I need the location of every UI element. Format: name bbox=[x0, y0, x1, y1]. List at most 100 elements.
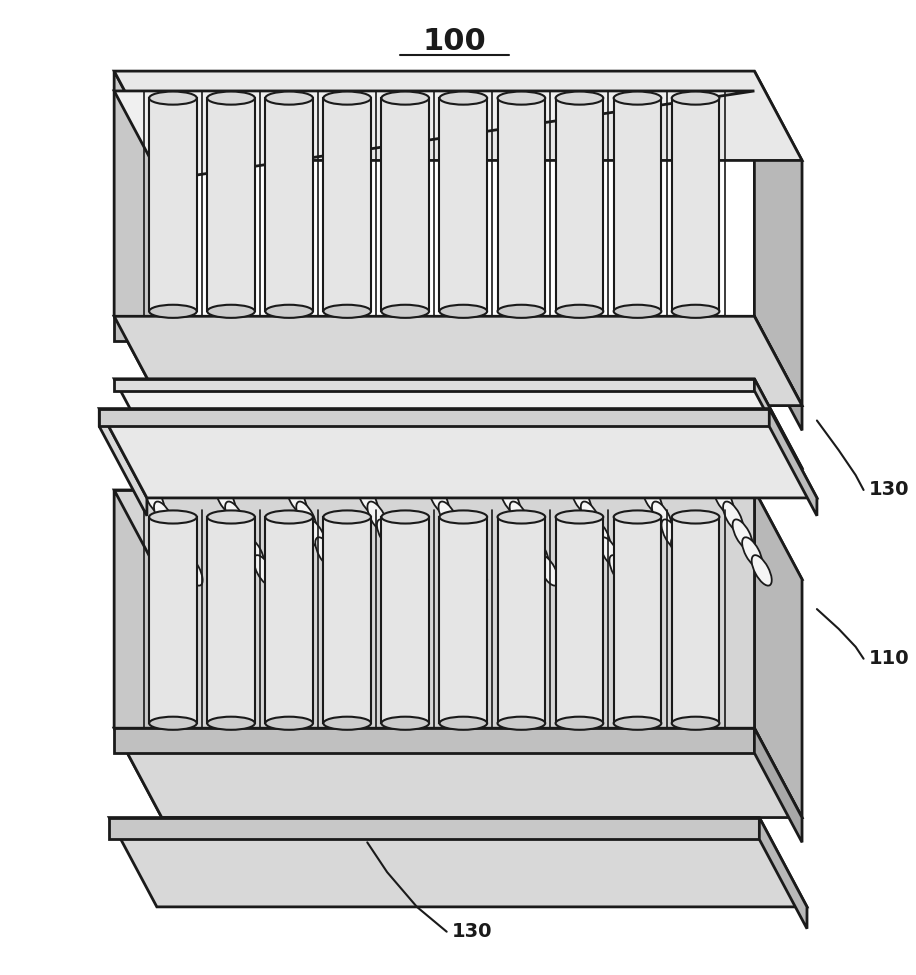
Ellipse shape bbox=[387, 537, 407, 567]
Polygon shape bbox=[381, 98, 429, 311]
Polygon shape bbox=[109, 818, 807, 907]
Ellipse shape bbox=[671, 537, 691, 567]
Ellipse shape bbox=[614, 717, 661, 730]
Polygon shape bbox=[114, 490, 802, 579]
Polygon shape bbox=[614, 517, 661, 723]
Polygon shape bbox=[114, 91, 755, 180]
Ellipse shape bbox=[497, 717, 545, 730]
Polygon shape bbox=[114, 379, 755, 391]
Ellipse shape bbox=[440, 511, 487, 524]
Ellipse shape bbox=[458, 537, 477, 567]
Ellipse shape bbox=[396, 555, 416, 586]
Ellipse shape bbox=[439, 501, 459, 532]
Ellipse shape bbox=[500, 484, 520, 514]
Ellipse shape bbox=[358, 484, 378, 514]
Ellipse shape bbox=[742, 537, 762, 567]
Ellipse shape bbox=[154, 501, 174, 532]
Polygon shape bbox=[99, 409, 769, 426]
Polygon shape bbox=[759, 818, 807, 929]
Polygon shape bbox=[114, 728, 802, 818]
Ellipse shape bbox=[572, 484, 592, 514]
Ellipse shape bbox=[323, 511, 371, 524]
Polygon shape bbox=[99, 409, 817, 498]
Ellipse shape bbox=[234, 520, 255, 550]
Ellipse shape bbox=[714, 484, 734, 514]
Ellipse shape bbox=[614, 511, 661, 524]
Polygon shape bbox=[769, 409, 817, 516]
Polygon shape bbox=[114, 490, 162, 818]
Polygon shape bbox=[755, 379, 802, 480]
Ellipse shape bbox=[681, 555, 701, 586]
Ellipse shape bbox=[315, 537, 335, 567]
Ellipse shape bbox=[440, 717, 487, 730]
Polygon shape bbox=[556, 517, 604, 723]
Ellipse shape bbox=[723, 501, 743, 532]
Ellipse shape bbox=[556, 92, 604, 104]
Ellipse shape bbox=[149, 511, 197, 524]
Polygon shape bbox=[149, 98, 197, 311]
Ellipse shape bbox=[600, 537, 620, 567]
Ellipse shape bbox=[381, 717, 429, 730]
Ellipse shape bbox=[306, 520, 326, 550]
Ellipse shape bbox=[225, 501, 245, 532]
Ellipse shape bbox=[429, 484, 449, 514]
Ellipse shape bbox=[509, 501, 529, 532]
Polygon shape bbox=[114, 379, 802, 468]
Polygon shape bbox=[114, 71, 162, 406]
Ellipse shape bbox=[381, 92, 429, 104]
Ellipse shape bbox=[381, 511, 429, 524]
Ellipse shape bbox=[207, 305, 255, 318]
Ellipse shape bbox=[325, 555, 345, 586]
Ellipse shape bbox=[581, 501, 601, 532]
Ellipse shape bbox=[215, 484, 235, 514]
Polygon shape bbox=[109, 818, 759, 839]
Ellipse shape bbox=[614, 305, 661, 318]
Ellipse shape bbox=[671, 717, 719, 730]
Ellipse shape bbox=[590, 520, 610, 550]
Ellipse shape bbox=[381, 305, 429, 318]
Polygon shape bbox=[556, 98, 604, 311]
Ellipse shape bbox=[287, 484, 307, 514]
Ellipse shape bbox=[149, 92, 197, 104]
Ellipse shape bbox=[207, 92, 255, 104]
Polygon shape bbox=[497, 98, 545, 311]
Ellipse shape bbox=[266, 305, 313, 318]
Ellipse shape bbox=[671, 305, 719, 318]
Ellipse shape bbox=[497, 92, 545, 104]
Polygon shape bbox=[114, 728, 755, 753]
Ellipse shape bbox=[323, 717, 371, 730]
Ellipse shape bbox=[164, 520, 183, 550]
Polygon shape bbox=[755, 71, 802, 406]
Ellipse shape bbox=[440, 305, 487, 318]
Polygon shape bbox=[440, 98, 487, 311]
Polygon shape bbox=[497, 517, 545, 723]
Polygon shape bbox=[323, 98, 371, 311]
Ellipse shape bbox=[652, 501, 672, 532]
Ellipse shape bbox=[440, 92, 487, 104]
Ellipse shape bbox=[266, 511, 313, 524]
Ellipse shape bbox=[671, 511, 719, 524]
Polygon shape bbox=[440, 517, 487, 723]
Ellipse shape bbox=[556, 717, 604, 730]
Text: 130: 130 bbox=[452, 922, 492, 941]
Ellipse shape bbox=[733, 520, 753, 550]
Ellipse shape bbox=[149, 305, 197, 318]
Ellipse shape bbox=[266, 717, 313, 730]
Ellipse shape bbox=[207, 511, 255, 524]
Polygon shape bbox=[207, 517, 255, 723]
Polygon shape bbox=[99, 409, 147, 516]
Ellipse shape bbox=[207, 717, 255, 730]
Ellipse shape bbox=[529, 537, 549, 567]
Ellipse shape bbox=[145, 484, 165, 514]
Ellipse shape bbox=[245, 537, 264, 567]
Ellipse shape bbox=[539, 555, 559, 586]
Polygon shape bbox=[207, 98, 255, 311]
Ellipse shape bbox=[556, 511, 604, 524]
Ellipse shape bbox=[642, 484, 662, 514]
Polygon shape bbox=[381, 517, 429, 723]
Ellipse shape bbox=[467, 555, 487, 586]
Ellipse shape bbox=[182, 555, 202, 586]
Ellipse shape bbox=[254, 555, 274, 586]
Ellipse shape bbox=[661, 520, 682, 550]
Ellipse shape bbox=[614, 92, 661, 104]
